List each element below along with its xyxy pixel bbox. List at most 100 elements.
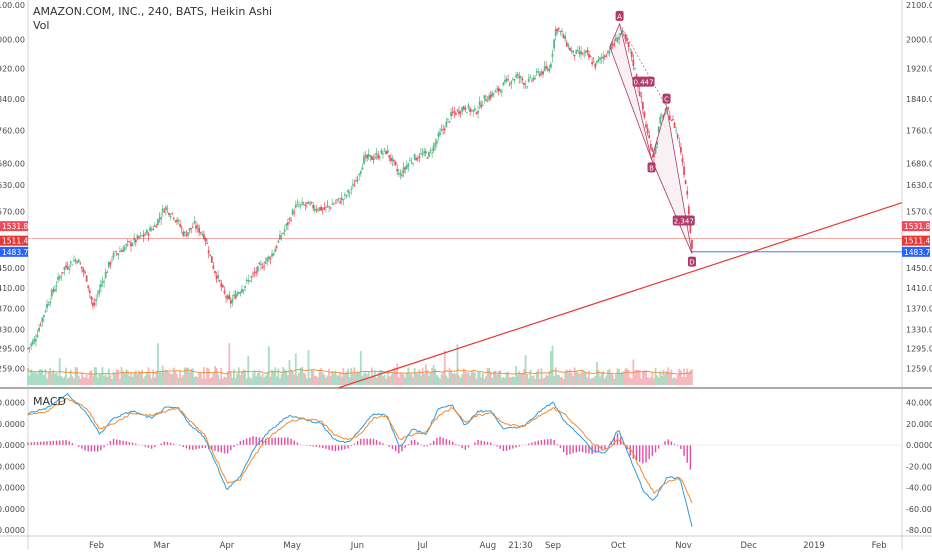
candle-body — [285, 224, 287, 226]
candle-body — [552, 53, 554, 56]
candle-body — [168, 213, 170, 215]
volume-bar — [564, 371, 566, 385]
volume-bar — [670, 370, 672, 385]
candle-body — [691, 240, 693, 249]
macd-hist-bar — [382, 443, 383, 445]
volume-bar — [479, 371, 481, 385]
candle-body — [265, 262, 267, 264]
candle-body — [78, 260, 80, 263]
volume-bar — [472, 371, 474, 385]
macd-hist-bar — [500, 445, 501, 449]
candle-body — [433, 145, 435, 151]
candle-body — [379, 157, 381, 158]
macd-hist-bar — [468, 445, 469, 447]
volume-bar — [260, 376, 262, 385]
candle-body — [631, 52, 633, 57]
macd-hist-bar — [690, 445, 691, 470]
candle-body — [596, 61, 598, 63]
volume-bar — [95, 367, 97, 385]
volume-bar — [503, 377, 505, 385]
volume-bar — [255, 376, 257, 385]
candle-body — [495, 91, 497, 93]
volume-bar — [419, 370, 421, 385]
volume-bar — [319, 372, 321, 385]
macd-hist-bar — [40, 442, 41, 445]
volume-bar — [430, 373, 432, 385]
price-tick-right: 1330.00 — [906, 326, 932, 335]
volume-bar — [51, 373, 53, 385]
candle-body — [634, 68, 636, 69]
candle-body — [628, 42, 630, 47]
volume-bar — [609, 369, 611, 385]
volume-bar — [178, 378, 180, 385]
macd-hist-bar — [474, 442, 475, 445]
candle-body — [114, 251, 116, 252]
volume-bar — [414, 368, 416, 385]
candle-body — [398, 173, 400, 174]
volume-bar — [342, 368, 344, 385]
macd-hist-bar — [278, 437, 279, 445]
volume-bar — [526, 374, 528, 385]
candle-body — [342, 199, 344, 200]
volume-bar — [298, 373, 300, 385]
candle-body — [518, 76, 520, 78]
volume-bar — [637, 370, 639, 385]
volume-bar — [596, 362, 598, 385]
candle-body — [174, 221, 176, 222]
volume-bar — [682, 377, 684, 385]
volume-bar — [425, 364, 427, 385]
candle-body — [483, 95, 485, 98]
volume-bar — [54, 374, 56, 385]
macd-hist-bar — [462, 445, 463, 448]
candle-body — [685, 180, 687, 184]
candle-body — [29, 347, 31, 348]
macd-hist-bar — [170, 443, 171, 445]
candle-body — [415, 159, 417, 161]
volume-bar — [385, 379, 387, 385]
candle-body — [399, 173, 401, 175]
volume-bar — [254, 370, 256, 385]
candle-body — [439, 132, 441, 135]
price-tick-left: 1760.00 — [0, 127, 25, 136]
volume-bar — [683, 369, 685, 385]
price-tick-left: 1259.00 — [0, 365, 25, 374]
candle-body — [271, 254, 273, 257]
volume-bar — [37, 374, 39, 385]
volume-bar — [667, 367, 669, 385]
candle-body — [648, 135, 650, 138]
candle-body — [425, 151, 427, 153]
volume-bar — [395, 370, 397, 385]
volume-bar — [656, 375, 658, 385]
volume-bar — [664, 374, 666, 385]
macd-hist-bar — [30, 442, 31, 445]
volume-bar — [287, 375, 289, 385]
candle-body — [165, 207, 167, 210]
macd-hist-bar — [164, 442, 165, 445]
candle-body — [84, 272, 86, 273]
macd-hist-bar — [541, 440, 542, 445]
macd-hist-bar — [281, 437, 282, 445]
volume-bar — [330, 376, 332, 385]
macd-hist-bar — [572, 445, 573, 453]
volume-bar — [225, 378, 227, 385]
candle-body — [423, 151, 425, 153]
candle-body — [222, 285, 224, 287]
volume-bar — [35, 372, 37, 385]
macd-hist-bar — [224, 445, 225, 453]
candle-body — [335, 202, 337, 203]
macd-hist-bar — [604, 445, 605, 449]
macd-hist-bar — [122, 441, 123, 445]
macd-hist-bar — [84, 445, 85, 450]
candle-body — [45, 311, 47, 312]
volume-bar — [312, 370, 314, 385]
macd-hist-bar — [62, 440, 63, 445]
macd-hist-bar — [547, 439, 548, 445]
candle-body — [328, 206, 330, 207]
price-tick-left: 2100.00 — [0, 1, 25, 10]
price-tick-right: 1295.00 — [906, 345, 932, 354]
candle-body — [38, 328, 40, 331]
candle-body — [426, 158, 428, 159]
macd-hist-bar — [658, 445, 659, 449]
